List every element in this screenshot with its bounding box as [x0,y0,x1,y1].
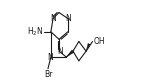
Polygon shape [86,43,90,51]
Text: N: N [57,47,63,56]
Text: N: N [65,14,71,23]
Text: N: N [50,14,56,23]
Polygon shape [66,50,74,57]
Text: H$_2$N: H$_2$N [27,26,43,38]
Text: OH: OH [93,37,105,46]
Text: Br: Br [44,70,52,79]
Text: N: N [48,53,53,62]
Polygon shape [66,51,73,57]
